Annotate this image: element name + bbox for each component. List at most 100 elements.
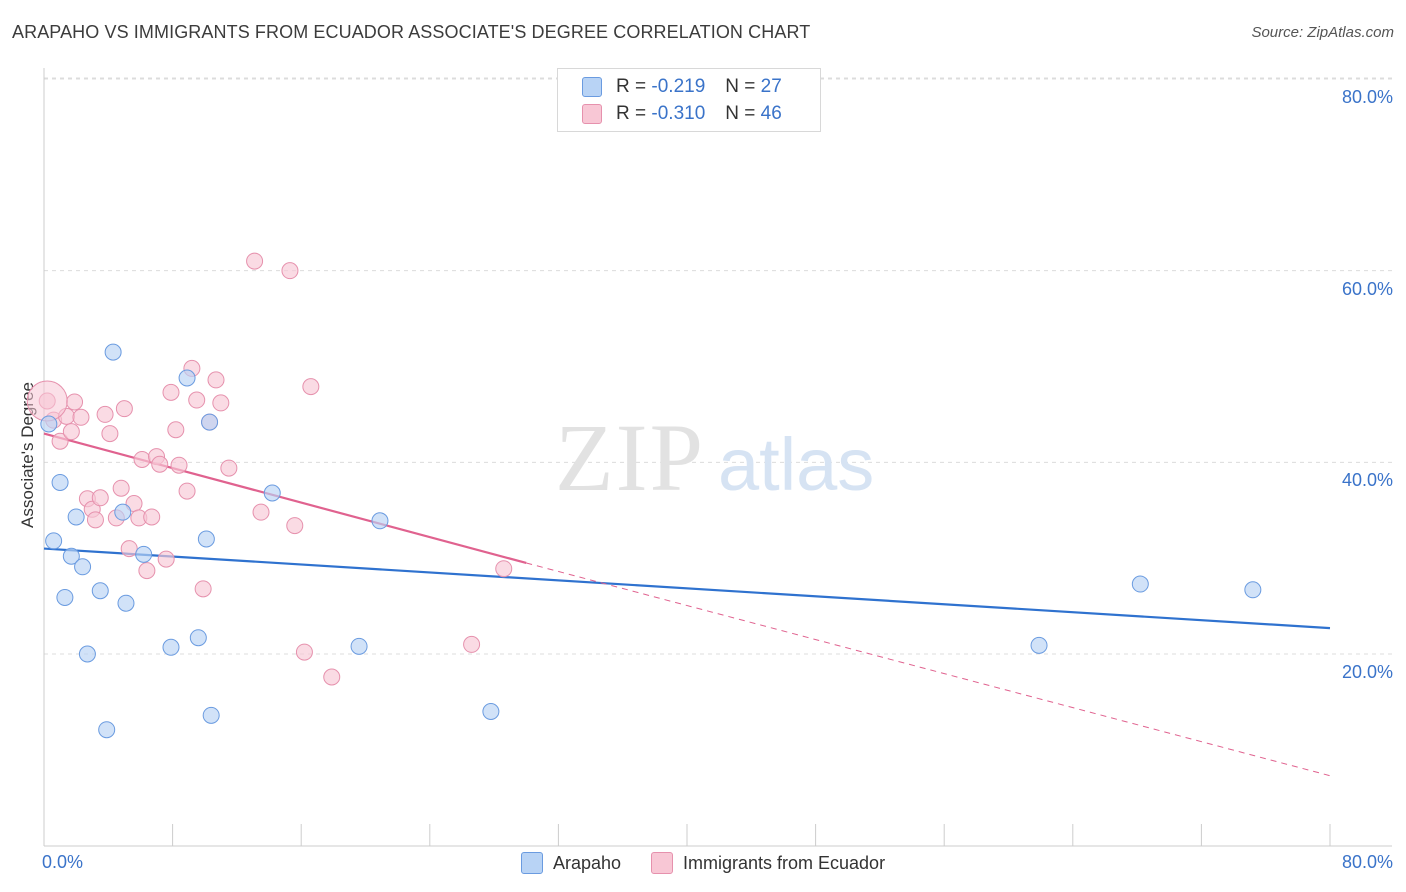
data-point-arapaho[interactable] [1131, 575, 1149, 593]
data-point-arapaho[interactable] [40, 415, 58, 433]
data-point-ecuador[interactable] [323, 668, 341, 686]
axis-layer [43, 68, 1392, 847]
data-point-ecuador[interactable] [167, 421, 185, 439]
data-point-ecuador[interactable] [463, 635, 481, 653]
data-point-arapaho[interactable] [74, 558, 92, 576]
data-point-ecuador[interactable] [246, 252, 264, 270]
data-point-arapaho[interactable] [62, 547, 80, 565]
data-point-ecuador[interactable] [91, 489, 109, 507]
legend-n-value-ecuador: 46 [760, 103, 782, 124]
y-tick-label: 60.0% [1341, 278, 1393, 299]
data-point-ecuador[interactable] [138, 562, 156, 580]
data-point-arapaho[interactable] [197, 530, 215, 548]
data-point-ecuador[interactable] [101, 425, 119, 443]
stats-legend: R = -0.219 N = 27 R = -0.310 N = 46 [557, 68, 821, 132]
data-point-arapaho[interactable] [178, 369, 196, 387]
data-point-ecuador[interactable] [72, 408, 90, 426]
trend-line-arapaho [43, 547, 1331, 630]
data-point-ecuador[interactable] [96, 405, 114, 423]
data-point-ecuador[interactable] [112, 479, 130, 497]
data-point-arapaho[interactable] [91, 582, 109, 600]
data-point-arapaho[interactable] [263, 484, 281, 502]
watermark-atlas: atlas [718, 423, 874, 506]
data-point-ecuador[interactable] [178, 482, 196, 500]
legend-row-ecuador: R = -0.310 N = 46 [582, 102, 782, 126]
data-point-arapaho[interactable] [56, 588, 74, 606]
x-tick-label: 80.0% [1341, 852, 1393, 872]
data-point-ecuador[interactable] [62, 423, 80, 441]
series-swatch-ecuador [651, 852, 673, 874]
legend-r-value-arapaho: -0.219 [651, 76, 706, 97]
data-point-arapaho[interactable] [98, 721, 116, 739]
series-legend-label: Immigrants from Ecuador [683, 852, 886, 873]
data-point-arapaho[interactable] [202, 706, 220, 724]
source-credit: Source: ZipAtlas.com [1251, 24, 1394, 41]
data-point-arapaho[interactable] [51, 473, 69, 491]
data-point-ecuador[interactable] [495, 560, 513, 578]
legend-r-value-ecuador: -0.310 [651, 103, 706, 124]
data-point-ecuador[interactable] [194, 580, 212, 598]
data-point-ecuador[interactable] [157, 550, 175, 568]
data-point-ecuador[interactable] [286, 517, 304, 535]
y-tick-label: 20.0% [1341, 662, 1393, 682]
series-legend-item-arapaho[interactable]: Arapaho [520, 852, 621, 874]
data-point-ecuador[interactable] [162, 383, 180, 401]
data-point-arapaho[interactable] [78, 645, 96, 663]
data-point-ecuador[interactable] [151, 455, 169, 473]
trend-line-ecuador [43, 432, 527, 565]
data-point-arapaho[interactable] [67, 508, 85, 526]
chart-title: ARAPAHO VS IMMIGRANTS FROM ECUADOR ASSOC… [12, 22, 811, 42]
data-point-arapaho[interactable] [117, 594, 135, 612]
watermark-zip: ZIP [555, 404, 705, 511]
legend-row-arapaho: R = -0.219 N = 27 [582, 75, 782, 99]
data-point-arapaho[interactable] [189, 629, 207, 647]
data-point-ecuador[interactable] [207, 371, 225, 389]
data-point-ecuador[interactable] [212, 394, 230, 412]
y-tick-label: 40.0% [1341, 470, 1393, 491]
data-point-ecuador[interactable] [86, 511, 104, 529]
data-point-ecuador-cluster[interactable] [26, 380, 68, 422]
data-point-ecuador[interactable] [133, 450, 151, 468]
points-layer [26, 252, 1262, 739]
legend-swatch-arapaho [582, 77, 602, 97]
data-point-ecuador[interactable] [143, 508, 161, 526]
data-point-arapaho[interactable] [135, 545, 153, 563]
data-point-ecuador[interactable] [115, 400, 133, 418]
data-point-arapaho[interactable] [114, 503, 132, 521]
trend-layer [43, 432, 1331, 777]
data-point-ecuador[interactable] [281, 262, 299, 280]
watermark: ZIP atlas [555, 404, 874, 511]
legend-r-label: R = [616, 76, 647, 97]
legend-n-label: N = [725, 76, 756, 97]
grid-layer [44, 77, 1392, 655]
series-legend-item-ecuador[interactable]: Immigrants from Ecuador [651, 852, 885, 874]
legend-r-label: R = [616, 103, 647, 124]
data-point-arapaho[interactable] [104, 343, 122, 361]
data-point-arapaho[interactable] [162, 638, 180, 656]
data-point-ecuador[interactable] [66, 393, 84, 411]
data-point-arapaho[interactable] [1030, 636, 1048, 654]
data-point-ecuador[interactable] [252, 503, 270, 521]
data-point-arapaho[interactable] [201, 413, 219, 431]
data-point-ecuador[interactable] [295, 643, 313, 661]
x-tick-label: 0.0% [42, 852, 84, 872]
data-point-arapaho[interactable] [45, 532, 63, 550]
data-point-ecuador[interactable] [120, 540, 138, 558]
legend-n-label: N = [725, 103, 756, 124]
series-swatch-arapaho [520, 852, 543, 874]
series-legend-label: Arapaho [552, 852, 621, 873]
data-point-arapaho[interactable] [350, 637, 368, 655]
legend-n-value-arapaho: 27 [760, 76, 782, 97]
y-tick-label: 80.0% [1341, 87, 1393, 107]
data-point-ecuador[interactable] [188, 391, 206, 409]
data-point-ecuador[interactable] [170, 456, 188, 474]
data-point-arapaho[interactable] [371, 512, 389, 530]
data-point-arapaho[interactable] [482, 703, 500, 720]
data-point-arapaho[interactable] [1244, 581, 1262, 599]
trend-line-ecuador-extension [526, 562, 1331, 777]
legend-swatch-ecuador [582, 104, 602, 124]
data-point-ecuador[interactable] [51, 432, 69, 450]
data-point-ecuador[interactable] [302, 378, 320, 396]
data-point-ecuador[interactable] [220, 459, 238, 477]
